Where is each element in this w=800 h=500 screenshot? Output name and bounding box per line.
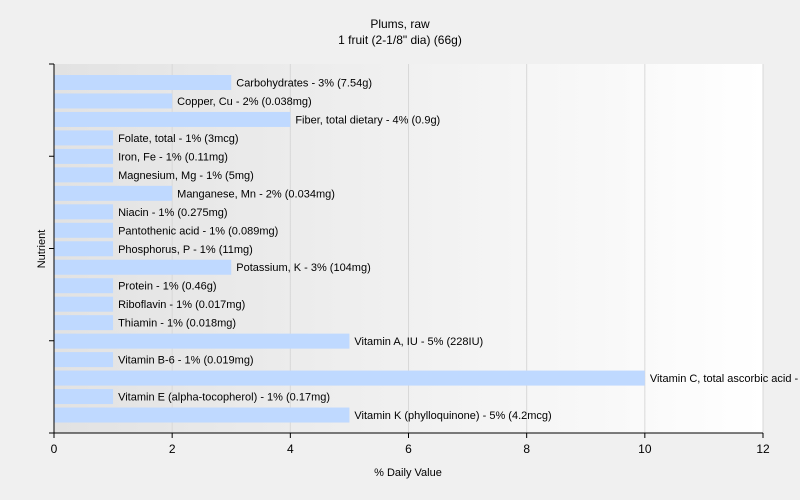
bar xyxy=(54,315,114,331)
bar xyxy=(54,389,114,405)
x-tick-label: 4 xyxy=(287,442,294,456)
y-axis-title: Nutrient xyxy=(36,230,48,269)
bar-label: Vitamin E (alpha-tocopherol) - 1% (0.17m… xyxy=(118,392,330,404)
bar xyxy=(54,333,350,349)
chart-subtitle: 1 fruit (2-1/8" dia) (66g) xyxy=(338,33,462,47)
bar-label: Niacin - 1% (0.275mg) xyxy=(118,207,227,219)
bar-label: Vitamin A, IU - 5% (228IU) xyxy=(354,336,483,348)
bar xyxy=(54,296,114,312)
bar-label: Vitamin K (phylloquinone) - 5% (4.2mcg) xyxy=(354,410,551,422)
bar xyxy=(54,259,232,275)
bar-label: Copper, Cu - 2% (0.038mg) xyxy=(177,96,312,108)
bar xyxy=(54,185,173,201)
bar xyxy=(54,148,114,164)
bar xyxy=(54,241,114,257)
bar xyxy=(54,75,232,90)
axes-group: 0 2 4 6 8 10 12 xyxy=(49,63,770,456)
bar-label: Carbohydrates - 3% (7.54g) xyxy=(236,78,372,90)
bar-label: Folate, total - 1% (3mcg) xyxy=(118,133,238,145)
bar-label: Thiamin - 1% (0.018mg) xyxy=(118,318,236,330)
bar-label: Fiber, total dietary - 4% (0.9g) xyxy=(295,114,440,126)
bar-label: Riboflavin - 1% (0.017mg) xyxy=(118,299,245,311)
bar xyxy=(54,130,114,146)
bar-label: Potassium, K - 3% (104mg) xyxy=(236,262,371,274)
bar xyxy=(54,204,114,220)
x-tick-label: 8 xyxy=(523,442,530,456)
bar-label: Protein - 1% (0.46g) xyxy=(118,281,216,293)
bar xyxy=(54,111,291,127)
bar xyxy=(54,370,645,386)
bar xyxy=(54,278,114,294)
chart-title: Plums, raw xyxy=(370,17,430,31)
bar-label: Pantothenic acid - 1% (0.089mg) xyxy=(118,225,278,237)
bar xyxy=(54,93,173,109)
bar-label: Phosphorus, P - 1% (11mg) xyxy=(118,244,253,256)
bar xyxy=(54,167,114,183)
bar xyxy=(54,407,350,423)
bar-label: Manganese, Mn - 2% (0.034mg) xyxy=(177,188,335,200)
bars-group: Carbohydrates - 3% (7.54g) Copper, Cu - 2… xyxy=(54,75,800,423)
bar-label: Vitamin B-6 - 1% (0.019mg) xyxy=(118,355,254,367)
x-axis-title: % Daily Value xyxy=(374,467,442,479)
x-tick-label: 12 xyxy=(756,442,770,456)
x-tick-label: 2 xyxy=(169,442,176,456)
bar xyxy=(54,352,114,368)
bar-label: Vitamin C, total ascorbic acid - 10% (6.… xyxy=(650,373,800,385)
bar-label: Magnesium, Mg - 1% (5mg) xyxy=(118,170,254,182)
x-tick-label: 10 xyxy=(638,442,652,456)
x-tick-label: 0 xyxy=(51,442,58,456)
bar xyxy=(54,222,114,238)
bar-label: Iron, Fe - 1% (0.11mg) xyxy=(118,151,228,163)
x-tick-label: 6 xyxy=(405,442,412,456)
